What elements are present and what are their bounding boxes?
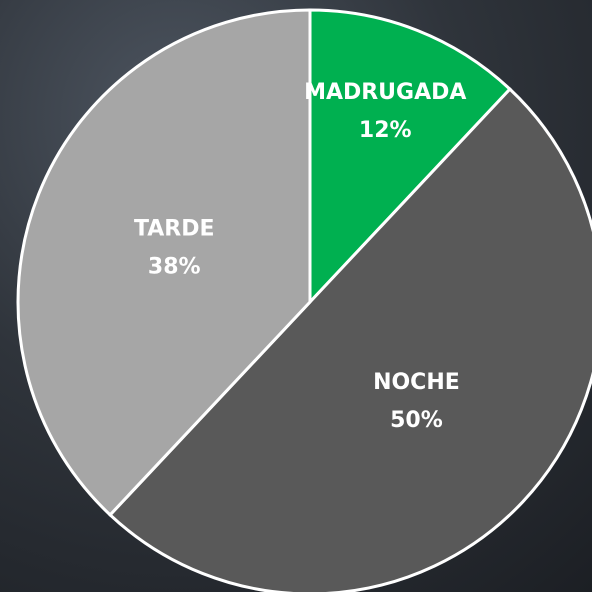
slice-label: NOCHE — [373, 370, 460, 395]
slice-label: MADRUGADA — [304, 80, 466, 105]
slice-value-label: 38% — [148, 254, 201, 279]
slice-label: TARDE — [134, 216, 215, 241]
slice-value-label: 12% — [359, 118, 412, 143]
pie-slice — [16, 8, 312, 517]
slice-value-label: 50% — [390, 408, 443, 433]
pie-slice — [107, 87, 592, 592]
pie-slice — [308, 8, 513, 306]
